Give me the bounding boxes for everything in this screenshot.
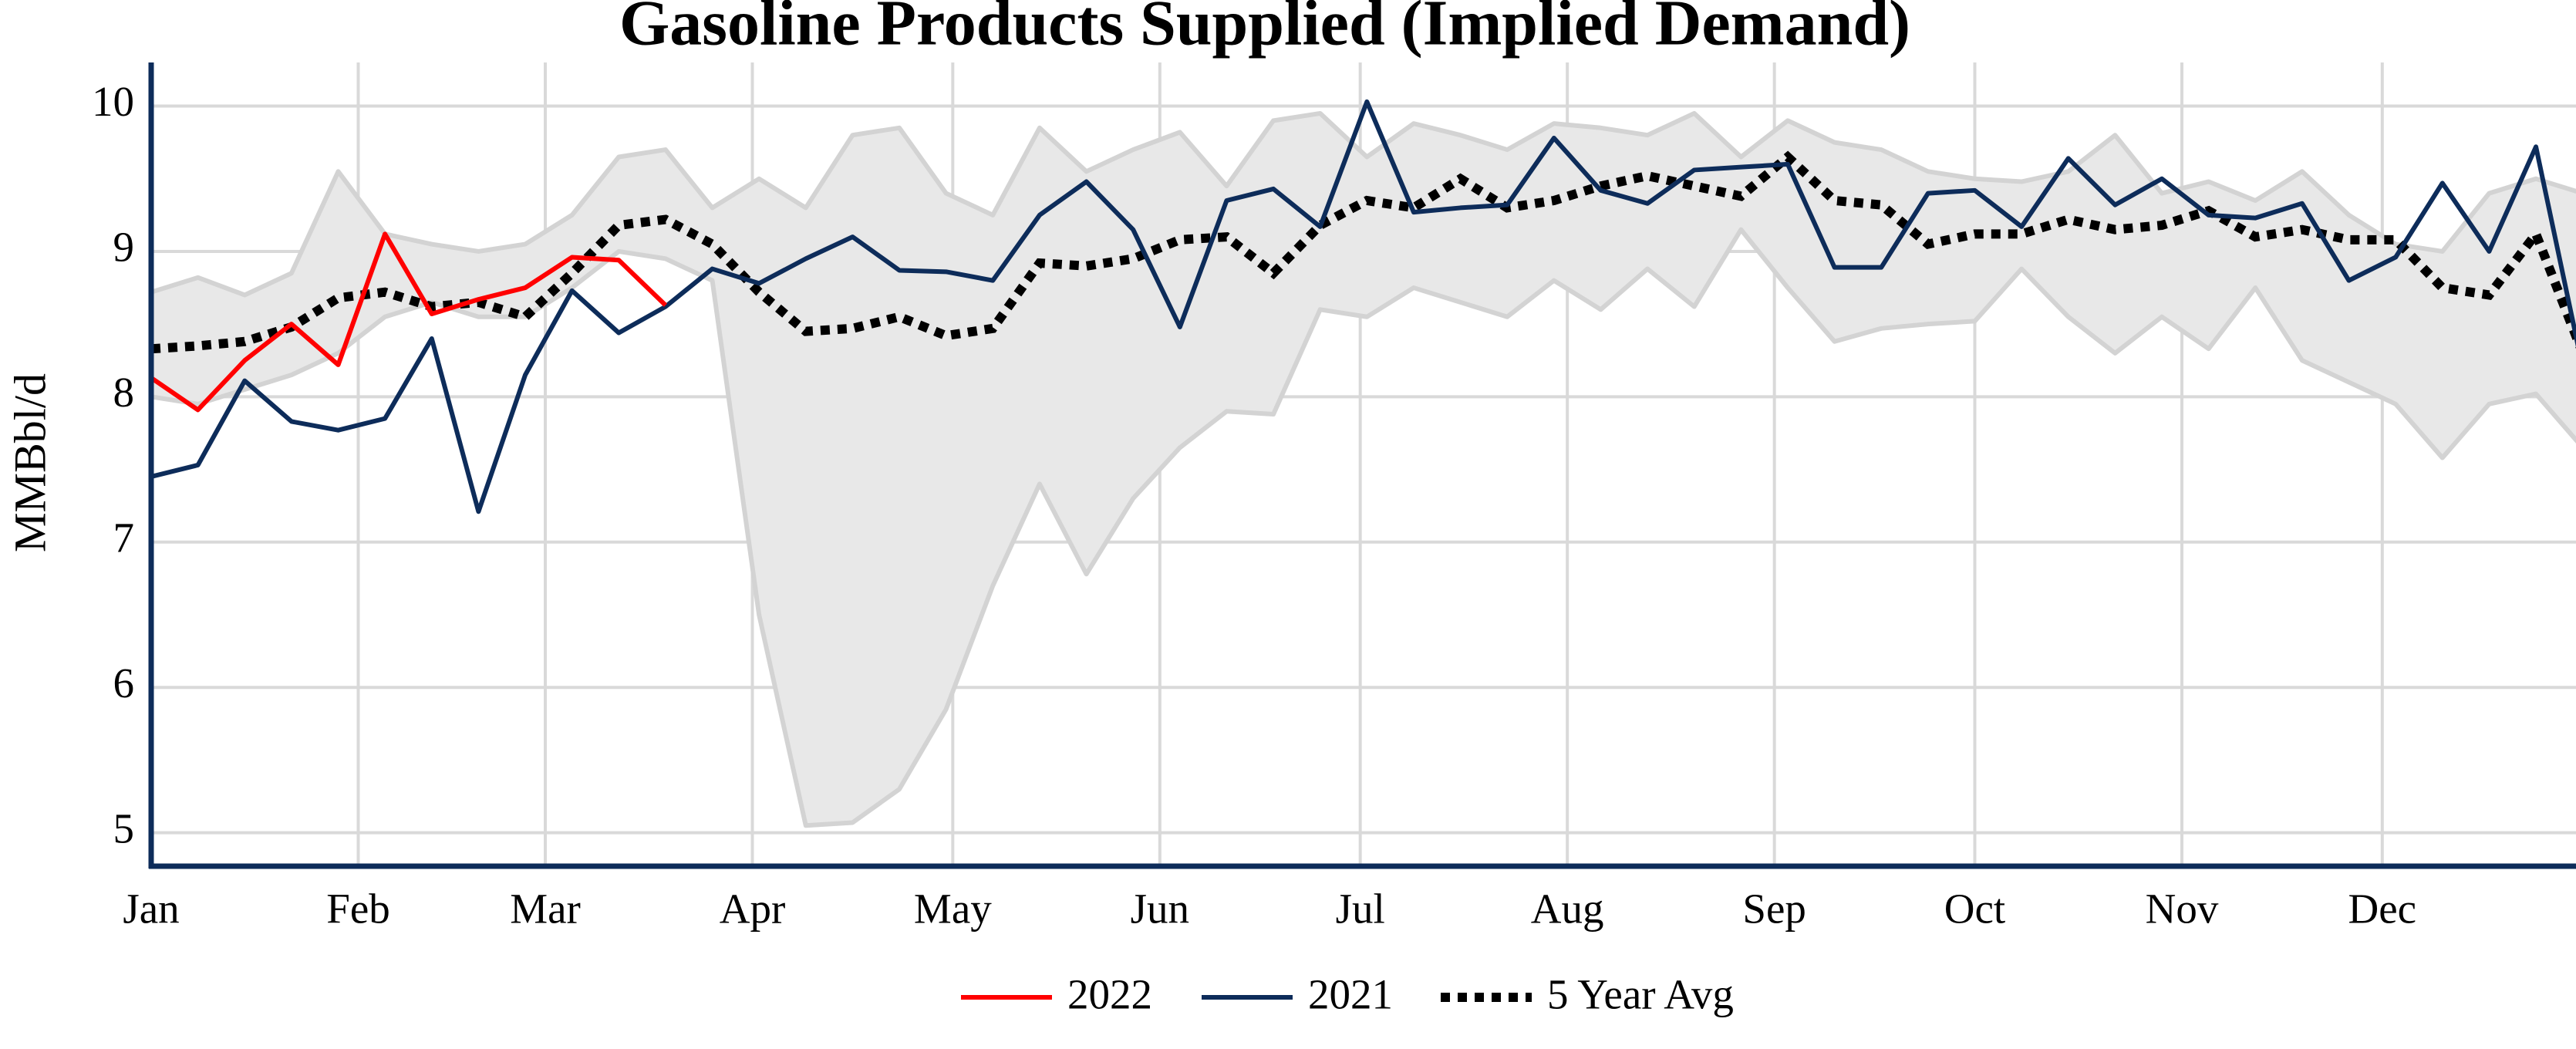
y-tick-label: 7 bbox=[113, 514, 135, 561]
y-tick-label: 10 bbox=[92, 78, 134, 125]
y-tick-label: 9 bbox=[113, 224, 135, 271]
x-tick-label: Sep bbox=[1742, 885, 1806, 933]
range-band-edge bbox=[151, 227, 2576, 828]
x-tick-label: Mar bbox=[510, 885, 581, 933]
legend-label: 2021 bbox=[1308, 971, 1393, 1018]
x-tick-label: Feb bbox=[326, 885, 390, 933]
x-tick-label: Dec bbox=[2348, 885, 2417, 933]
y-tick-label: 5 bbox=[113, 804, 135, 852]
range-band bbox=[151, 113, 2576, 826]
x-tick-label: Jun bbox=[1131, 885, 1189, 933]
series-line bbox=[151, 99, 2576, 514]
x-tick-label: Nov bbox=[2146, 885, 2219, 933]
y-axis-label: MMBbl/d bbox=[5, 373, 55, 552]
x-tick-label: Oct bbox=[1944, 885, 2005, 933]
legend: 2022 2021 5 Year Avg bbox=[961, 971, 1734, 1018]
x-tick-label: Apr bbox=[720, 885, 786, 933]
chart-title: Gasoline Products Supplied (Implied Dema… bbox=[619, 0, 1910, 59]
y-tick-label: 6 bbox=[113, 659, 135, 707]
x-tick-label: May bbox=[914, 885, 992, 933]
x-tick-label: Jul bbox=[1336, 885, 1385, 933]
x-tick-label: Jan bbox=[123, 885, 179, 933]
plot-area bbox=[151, 99, 2576, 828]
series-line bbox=[151, 150, 2576, 354]
legend-label: 2022 bbox=[1067, 971, 1152, 1018]
axes: 5 6 7 8 9 10 Jan Feb Mar Apr May Jun Jul Aug Sep Oct Nov… bbox=[92, 62, 2576, 933]
series-line bbox=[151, 231, 667, 413]
y-tick-label: 8 bbox=[113, 369, 135, 416]
x-tick-label: Aug bbox=[1531, 885, 1604, 933]
legend-label: 5 Year Avg bbox=[1547, 971, 1734, 1018]
